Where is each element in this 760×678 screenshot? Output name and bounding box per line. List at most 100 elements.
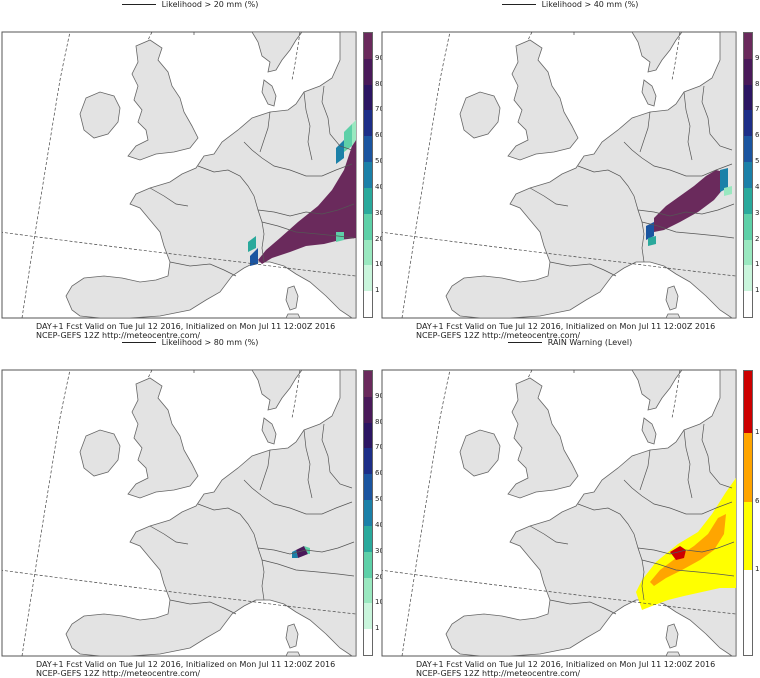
panel-title: Likelihood > 40 mm (%) <box>380 0 760 10</box>
footer-source-text: NCEP-GEFS 12Z http://meteocentre.com/ <box>416 331 581 340</box>
graticule-line <box>291 370 301 419</box>
colorbar-segment <box>364 239 372 266</box>
footer-valid-text: DAY+1 Fcst Valid on Tue Jul 12 2016, Ini… <box>36 660 336 669</box>
country-border <box>149 187 189 207</box>
footer-valid-text: DAY+1 Fcst Valid on Tue Jul 12 2016, Ini… <box>416 322 716 331</box>
colorbar-tick-label: 10 <box>375 260 384 269</box>
forecast-cell <box>720 168 728 192</box>
colorbar-tick-label: 50 <box>375 157 384 166</box>
panel-title-text: RAIN Warning (Level) <box>547 338 633 347</box>
land-denmark <box>641 417 657 445</box>
colorbar-tick-label: 60 <box>755 131 760 140</box>
colorbar-tick-label: 30 <box>375 546 384 555</box>
country-border <box>261 221 355 239</box>
country-border <box>243 479 353 515</box>
forecast-cell <box>654 170 724 232</box>
land-britain <box>507 39 579 161</box>
forecast-cell <box>646 222 654 240</box>
country-border <box>641 559 735 577</box>
colorbar-tick-label: 50 <box>375 495 384 504</box>
graticule-line <box>291 32 301 81</box>
land-continent <box>445 32 736 318</box>
colorbar-segment <box>744 371 752 434</box>
country-border <box>529 525 569 545</box>
footer-valid-text: DAY+1 Fcst Valid on Tue Jul 12 2016, Ini… <box>416 660 716 669</box>
colorbar-segment <box>364 187 372 214</box>
footer-source-text: NCEP-GEFS 12Z http://meteocentre.com/ <box>36 669 201 678</box>
land-corsica <box>285 285 299 311</box>
land-britain <box>127 39 199 161</box>
panel-likelihood-40mm: Likelihood > 40 mm (%) DAY+1 Fcst Valid … <box>380 0 760 340</box>
forecast-cell <box>648 236 656 246</box>
map <box>1 31 357 319</box>
forecast-cell <box>248 236 256 252</box>
land-denmark <box>261 79 277 107</box>
colorbar-tick-label: 1 <box>755 286 760 295</box>
land-denmark <box>641 79 657 107</box>
graticule-line <box>147 32 153 41</box>
country-border <box>683 91 693 161</box>
footer-source-text: NCEP-GEFS 12Z http://meteocentre.com/ <box>36 331 201 340</box>
country-border <box>701 423 733 489</box>
colorbar-segment <box>364 110 372 137</box>
forecast-cell <box>724 186 732 196</box>
land-sardinia <box>285 313 301 318</box>
colorbar-tick-label: 90 <box>755 53 760 62</box>
country-border <box>321 423 353 489</box>
colorbar-segment <box>744 265 752 292</box>
country-border <box>321 85 353 151</box>
panel-footer: DAY+1 Fcst Valid on Tue Jul 12 2016, Ini… <box>36 322 376 340</box>
country-border <box>641 221 735 239</box>
graticule-line <box>527 370 533 379</box>
colorbar-segment <box>364 58 372 85</box>
graticule-line <box>527 32 533 41</box>
country-border <box>257 541 355 555</box>
colorbar-tick-label: 20 <box>755 234 760 243</box>
colorbar-segment <box>364 291 372 317</box>
colorbar-segment <box>364 213 372 240</box>
country-border <box>623 479 733 515</box>
map <box>381 31 737 319</box>
land-scandinavia <box>631 370 683 411</box>
graticule-line <box>2 231 356 277</box>
panel-likelihood-20mm: Likelihood > 20 mm (%) DAY+1 Fcst Valid … <box>0 0 384 340</box>
colorbar-segment <box>744 58 752 85</box>
colorbar <box>363 370 373 656</box>
panel-footer: DAY+1 Fcst Valid on Tue Jul 12 2016, Ini… <box>416 322 756 340</box>
colorbar-segment <box>744 239 752 266</box>
country-border <box>637 541 735 555</box>
colorbar-tick-label: 70 <box>375 443 384 452</box>
colorbar-tick-label: 40 <box>755 182 760 191</box>
colorbar-segment <box>364 603 372 630</box>
colorbar-tick-label: 70 <box>375 105 384 114</box>
land-britain <box>507 377 579 499</box>
colorbar <box>743 370 753 656</box>
colorbar-segment <box>364 84 372 111</box>
graticule-line <box>401 32 451 318</box>
land-scandinavia <box>631 32 683 73</box>
forecast-cell <box>670 546 686 560</box>
legend-line <box>121 4 156 5</box>
colorbar-segment <box>744 433 752 502</box>
colorbar-segment <box>364 33 372 59</box>
panel-title-text: Likelihood > 40 mm (%) <box>541 0 639 9</box>
country-border <box>549 599 617 615</box>
colorbar-tick-label: 1 <box>375 286 380 295</box>
country-border <box>259 449 271 491</box>
colorbar-tick-label: 60 <box>375 131 384 140</box>
land-ireland <box>459 429 501 477</box>
footer-valid-text: DAY+1 Fcst Valid on Tue Jul 12 2016, Ini… <box>36 322 336 331</box>
colorbar-segment <box>744 136 752 163</box>
country-border <box>303 91 313 161</box>
legend-line <box>501 4 536 5</box>
country-border <box>261 559 355 577</box>
forecast-cell <box>296 546 308 558</box>
colorbar-tick-label: 90 <box>375 391 384 400</box>
colorbar <box>363 32 373 318</box>
panel-title: Likelihood > 20 mm (%) <box>0 0 380 10</box>
colorbar-segment <box>744 501 752 570</box>
forecast-cell <box>258 140 356 264</box>
map <box>381 369 737 657</box>
colorbar-tick-label: 50 <box>755 157 760 166</box>
colorbar-tick-label: 60 <box>375 469 384 478</box>
